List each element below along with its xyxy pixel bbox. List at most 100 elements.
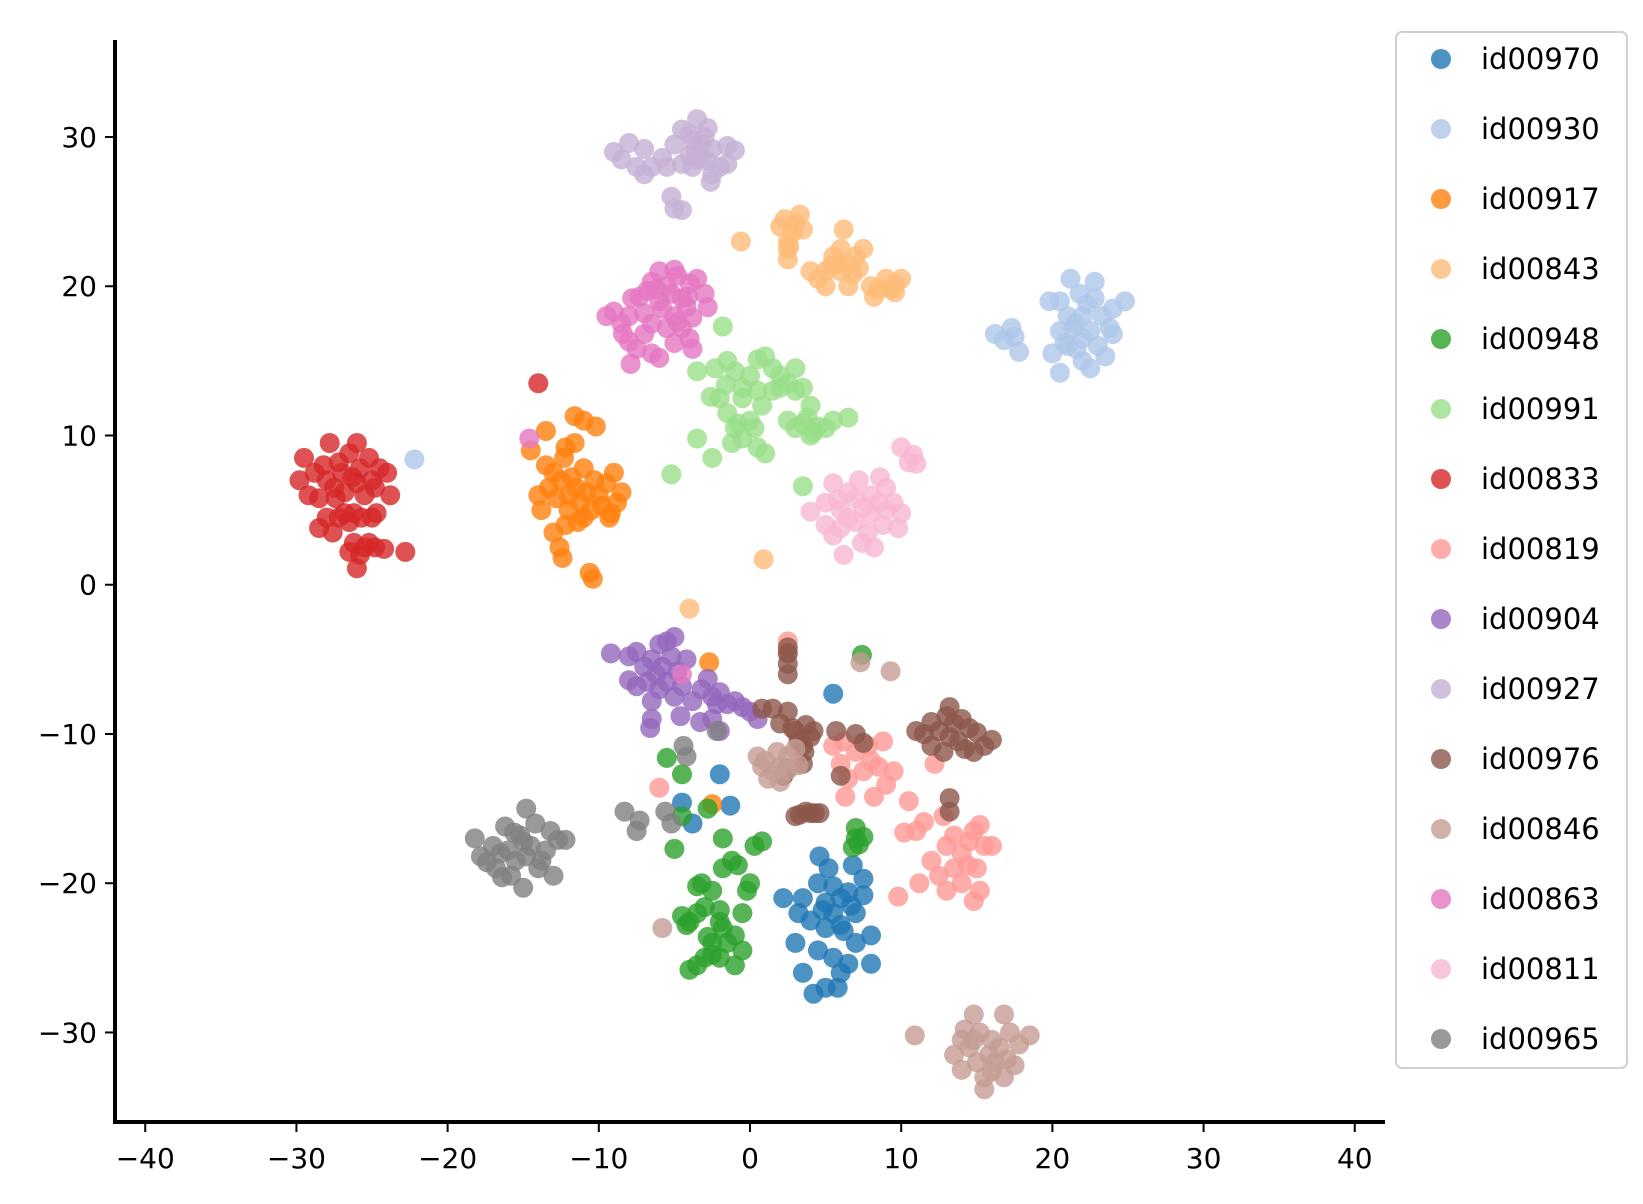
scatter-point-id00904 — [691, 679, 712, 700]
scatter-point-id00970 — [861, 925, 881, 946]
scatter-point-id00904 — [619, 670, 639, 691]
legend-item: id00833 — [1431, 462, 1600, 496]
scatter-point-id00819 — [835, 786, 856, 807]
scatter-point-id00843 — [821, 255, 842, 276]
legend-item: id00948 — [1431, 322, 1600, 356]
scatter-point-id00970 — [823, 947, 844, 968]
scatter-point-id00948 — [727, 855, 748, 876]
legend-items: id00970 id00930 id00917 id00843 id00948 id009… — [1431, 42, 1600, 1056]
legend-frame — [1395, 31, 1628, 1069]
scatter-point-id00970 — [823, 683, 844, 704]
scatter-point-id00833 — [309, 488, 330, 509]
scatter-point-id00976 — [762, 698, 783, 719]
scatter-point-id00970 — [788, 903, 809, 924]
scatter-point-id00863 — [626, 338, 647, 359]
scatter-point-id00970 — [853, 868, 874, 889]
scatter-point-id00965 — [516, 798, 537, 819]
scatter-point-id00970 — [809, 846, 830, 867]
scatter-point-id00846 — [880, 661, 901, 682]
y-tick-label: −10 — [38, 718, 97, 751]
scatter-point-id00991 — [727, 413, 748, 434]
scatter-point-id00948 — [712, 828, 733, 849]
scatter-point-id00833 — [346, 433, 367, 453]
legend-item: id00843 — [1431, 252, 1600, 286]
scatter-point-id00833 — [366, 503, 387, 524]
y-tick-label: 10 — [61, 419, 97, 452]
scatter-point-id00930 — [1115, 291, 1135, 312]
scatter-point-id00846 — [994, 1004, 1014, 1025]
scatter-point-id00948 — [676, 915, 697, 935]
scatter-point-id00843 — [679, 598, 700, 619]
scatter-point-id00927 — [664, 134, 685, 155]
scatter-point-id00930 — [1080, 321, 1101, 341]
legend-label: id00843 — [1481, 252, 1600, 286]
scatter-point-id00819 — [969, 815, 990, 835]
scatter-point-id00846 — [944, 1044, 965, 1065]
scatter-point-id00970 — [792, 888, 813, 909]
scatter-point-id00927 — [611, 149, 632, 170]
scatter-point-id00819 — [864, 786, 884, 807]
legend-label: id00965 — [1481, 1022, 1600, 1056]
scatter-point-id00991 — [752, 395, 773, 416]
scatter-point-id00948 — [709, 947, 730, 968]
y-ticks: −30 −20 −10 0 10 20 30 — [38, 121, 115, 1049]
scatter-point-id00833 — [294, 447, 314, 468]
scatter-point-id00917 — [528, 485, 549, 506]
scatter-point-id00833 — [380, 485, 401, 506]
scatter-point-id00833 — [377, 462, 398, 483]
scatter-point-id00833 — [325, 488, 346, 509]
legend-item: id00927 — [1431, 672, 1600, 706]
scatter-point-id00843 — [864, 286, 884, 307]
scatter-point-id00811 — [848, 470, 869, 491]
x-ticks: −40 −30 −20 −10 0 10 20 30 40 — [116, 1122, 1373, 1175]
y-tick-label: 30 — [61, 121, 97, 154]
scatter-point-id00833 — [319, 433, 340, 453]
legend-marker — [1431, 1029, 1451, 1049]
scatter-point-id00917 — [552, 547, 573, 568]
scatter-point-id00819 — [894, 822, 915, 843]
legend-label: id00917 — [1481, 182, 1600, 216]
scatter-point-id00976 — [939, 697, 960, 718]
scatter-point-id00863 — [620, 353, 641, 374]
x-tick-label: 20 — [1035, 1142, 1071, 1175]
scatter-point-id00863 — [672, 664, 692, 685]
scatter-point-id00819 — [981, 835, 1002, 856]
legend-item: id00863 — [1431, 882, 1600, 916]
scatter-point-id00843 — [730, 231, 751, 252]
scatter-point-id00965 — [525, 813, 546, 834]
scatter-point-id00843 — [815, 276, 836, 297]
scatter-point-id00970 — [808, 873, 828, 894]
legend-label: id00991 — [1481, 392, 1600, 426]
scatter-point-id00811 — [870, 467, 890, 488]
scatter-point-id00819 — [898, 791, 919, 812]
scatter-point-id00970 — [803, 983, 824, 1004]
scatter-point-id00846 — [981, 1061, 1002, 1082]
scatter-point-id00843 — [848, 258, 869, 279]
legend-item: id00991 — [1431, 392, 1600, 426]
scatter-point-id00965 — [706, 721, 727, 741]
scatter-point-id00846 — [1019, 1025, 1040, 1046]
scatter-point-id00927 — [682, 156, 703, 177]
scatter-point-id00917 — [611, 482, 632, 503]
scatter-point-id00948 — [732, 940, 753, 961]
scatter-point-id00811 — [833, 544, 854, 565]
scatter-point-id00948 — [848, 834, 869, 855]
scatter-point-id00846 — [788, 755, 809, 776]
scatter-point-id00927 — [672, 200, 692, 221]
scatter-point-id00930 — [1066, 338, 1087, 359]
scatter-point-id00970 — [792, 962, 813, 983]
scatter-point-id00863 — [687, 268, 708, 289]
legend-item: id00965 — [1431, 1022, 1600, 1056]
scatter-point-id00970 — [861, 953, 881, 974]
scatter-point-id00819 — [883, 761, 904, 782]
scatter-point-id00863 — [678, 286, 698, 307]
scatter-point-id00819 — [649, 777, 670, 798]
scatter-point-id00917 — [555, 437, 576, 458]
scatter-point-id00917 — [699, 652, 720, 673]
scatter-point-id00846 — [1004, 1055, 1025, 1076]
scatter-point-id00819 — [963, 891, 984, 912]
scatter-point-id00970 — [842, 855, 863, 876]
scatter-point-id00904 — [640, 718, 661, 738]
x-tick-label: 30 — [1186, 1142, 1222, 1175]
legend: id00970 id00930 id00917 id00843 id00948 id009… — [1395, 31, 1628, 1069]
